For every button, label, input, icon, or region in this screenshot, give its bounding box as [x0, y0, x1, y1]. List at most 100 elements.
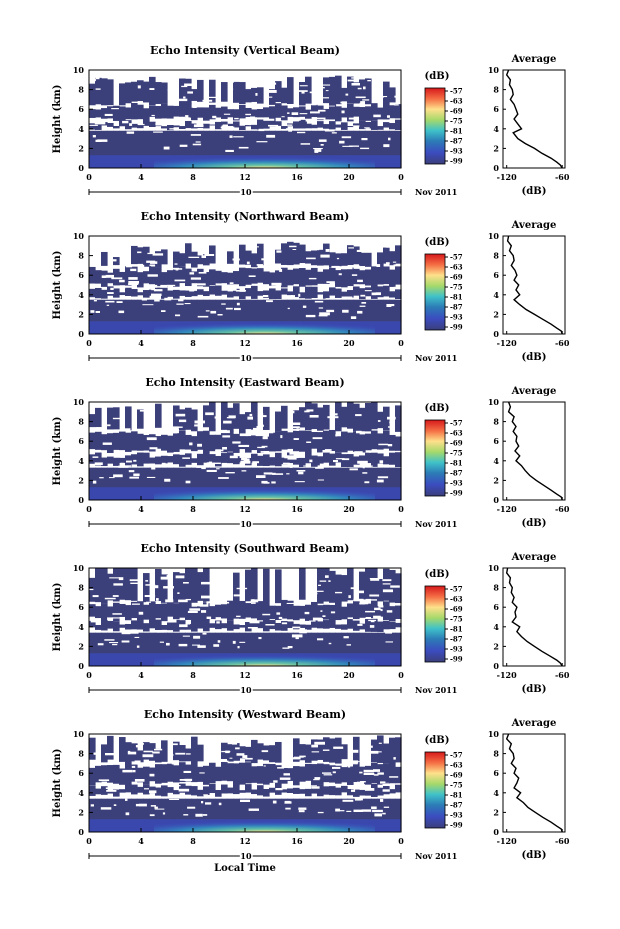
echo-gap: [189, 442, 193, 446]
echo-gap: [90, 310, 95, 313]
echo-cell: [101, 619, 108, 631]
echo-cell: [221, 272, 228, 284]
echo-cell: [245, 130, 252, 168]
echo-gap: [185, 480, 191, 484]
echo-cell: [305, 121, 312, 129]
echo-gap: [125, 265, 133, 268]
echo-gap: [134, 779, 145, 782]
echo-cell: [269, 632, 276, 666]
echo-cell: [95, 77, 102, 105]
profile-x-label: (dB): [522, 186, 547, 197]
echo-cell: [191, 107, 198, 121]
date-label: 10: [240, 519, 252, 529]
echo-cell: [209, 632, 216, 666]
echo-gap: [137, 251, 142, 254]
echo-gap: [89, 124, 98, 126]
echo-cell: [275, 467, 282, 500]
echo-cell: [335, 270, 342, 287]
echo-cell: [389, 269, 396, 287]
echo-gap: [120, 428, 131, 432]
echo-cell: [131, 632, 138, 666]
echo-gap: [314, 777, 321, 780]
echo-cell: [137, 247, 144, 264]
echo-cell: [329, 786, 336, 796]
echo-cell: [155, 798, 162, 832]
echo-cell: [215, 434, 222, 450]
echo-cell: [89, 604, 96, 617]
echo-cell: [395, 632, 402, 666]
echo-gap: [351, 274, 358, 276]
echo-cell: [215, 798, 222, 832]
echo-cell: [323, 632, 330, 666]
echo-gap: [118, 577, 124, 581]
echo-gap: [336, 257, 340, 260]
echo-cell: [389, 130, 396, 168]
echo-cell: [341, 575, 348, 602]
echo-gap: [248, 122, 251, 126]
echo-gap: [268, 472, 276, 475]
echo-cell: [239, 104, 246, 119]
echo-gap: [258, 128, 265, 132]
echo-cell: [185, 120, 192, 129]
echo-cell: [191, 251, 198, 268]
echo-gap: [369, 77, 378, 79]
echo-cell: [311, 618, 318, 628]
echo-gap: [302, 305, 307, 308]
echo-gaps: [89, 77, 400, 153]
echo-gap: [290, 410, 295, 414]
echo-cell: [395, 436, 402, 451]
echo-cell: [119, 603, 126, 617]
colorbar-title: (dB): [425, 71, 450, 82]
profile-y-tick-label: 6: [493, 104, 499, 114]
echo-cell: [329, 453, 336, 466]
echo-gap: [386, 245, 393, 248]
echo-gap: [196, 465, 204, 468]
echo-cell: [167, 456, 174, 463]
echo-gap: [118, 310, 125, 314]
echo-gap: [131, 629, 137, 632]
profile-frame: [502, 567, 566, 667]
echo-gap: [363, 86, 366, 90]
echo-cell: [197, 572, 204, 601]
echo-cell: [143, 766, 150, 785]
panel-2: Echo Intensity (Northward Beam)0246810He…: [52, 210, 570, 365]
echo-cell: [383, 102, 390, 120]
echo-cell: [95, 467, 102, 500]
echo-cell: [209, 467, 216, 500]
echo-cell: [251, 798, 258, 832]
echo-gap: [306, 441, 312, 443]
echo-cell: [167, 299, 174, 334]
echo-gap: [201, 595, 212, 599]
echo-gap: [320, 610, 323, 612]
echo-gap: [128, 277, 138, 280]
echo-cell: [257, 268, 264, 283]
echo-gap: [230, 288, 237, 291]
echo-gap: [238, 444, 250, 447]
echo-gap: [225, 472, 235, 474]
echo-cell: [215, 632, 222, 666]
echo-cell: [269, 467, 276, 500]
profile-y-tick-label: 8: [493, 583, 499, 593]
echo-gap: [150, 805, 156, 807]
echo-cell: [137, 767, 144, 783]
echo-gap: [387, 115, 390, 118]
echo-cell: [203, 467, 210, 500]
echo-cell: [263, 763, 270, 785]
echo-cell: [329, 632, 336, 666]
echo-cell: [299, 244, 306, 264]
colorbar-tick-label: -69: [450, 605, 463, 614]
echo-cell: [311, 632, 318, 666]
echo-gap: [311, 786, 320, 789]
echo-gap: [207, 90, 210, 93]
echo-gap: [178, 299, 184, 302]
echo-cell: [119, 467, 126, 500]
echo-cell: [377, 787, 384, 796]
echo-gap: [296, 470, 306, 472]
echo-gap: [163, 586, 174, 589]
echo-gap: [190, 277, 201, 280]
profile-frame: [502, 401, 566, 501]
colorbar-title: (dB): [425, 403, 450, 414]
echo-cell: [131, 245, 138, 265]
echo-gap: [298, 293, 301, 297]
echo-gap: [361, 302, 367, 304]
